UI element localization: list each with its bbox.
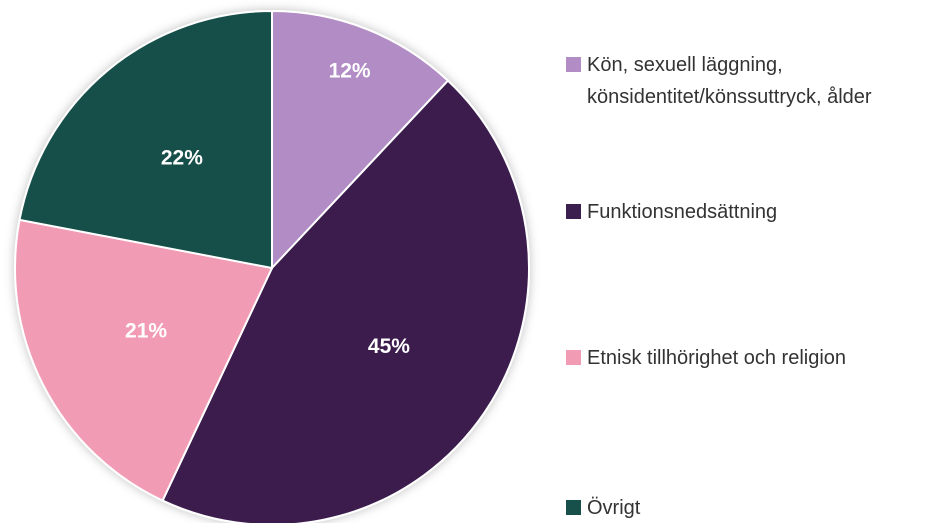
- pie-slice: [271, 9, 450, 271]
- pie-slice: [18, 9, 273, 270]
- data-label: 21%: [125, 320, 167, 343]
- legend: Kön, sexuell läggning, könsidentitet/kön…: [566, 0, 935, 523]
- legend-swatch: [566, 57, 581, 72]
- legend-item: Övrigt: [566, 492, 640, 523]
- legend-swatch: [566, 350, 581, 365]
- legend-item: Kön, sexuell läggning, könsidentitet/kön…: [566, 49, 877, 113]
- pie-slice: [14, 218, 274, 502]
- legend-item: Etnisk tillhörighet och religion: [566, 342, 846, 374]
- legend-label: Kön, sexuell läggning, könsidentitet/kön…: [587, 54, 872, 108]
- pie-slice: [161, 79, 530, 523]
- data-label: 45%: [368, 335, 410, 358]
- pie-area: 12% 45% 21% 22%: [14, 9, 530, 523]
- legend-label: Övrigt: [587, 497, 641, 519]
- data-label: 22%: [161, 147, 203, 170]
- legend-swatch: [566, 500, 581, 515]
- legend-label: Etnisk tillhörighet och religion: [587, 347, 847, 369]
- legend-label: Funktionsnedsättning: [587, 201, 778, 223]
- legend-swatch: [566, 204, 581, 219]
- data-label: 12%: [329, 60, 371, 83]
- legend-item: Funktionsnedsättning: [566, 196, 777, 228]
